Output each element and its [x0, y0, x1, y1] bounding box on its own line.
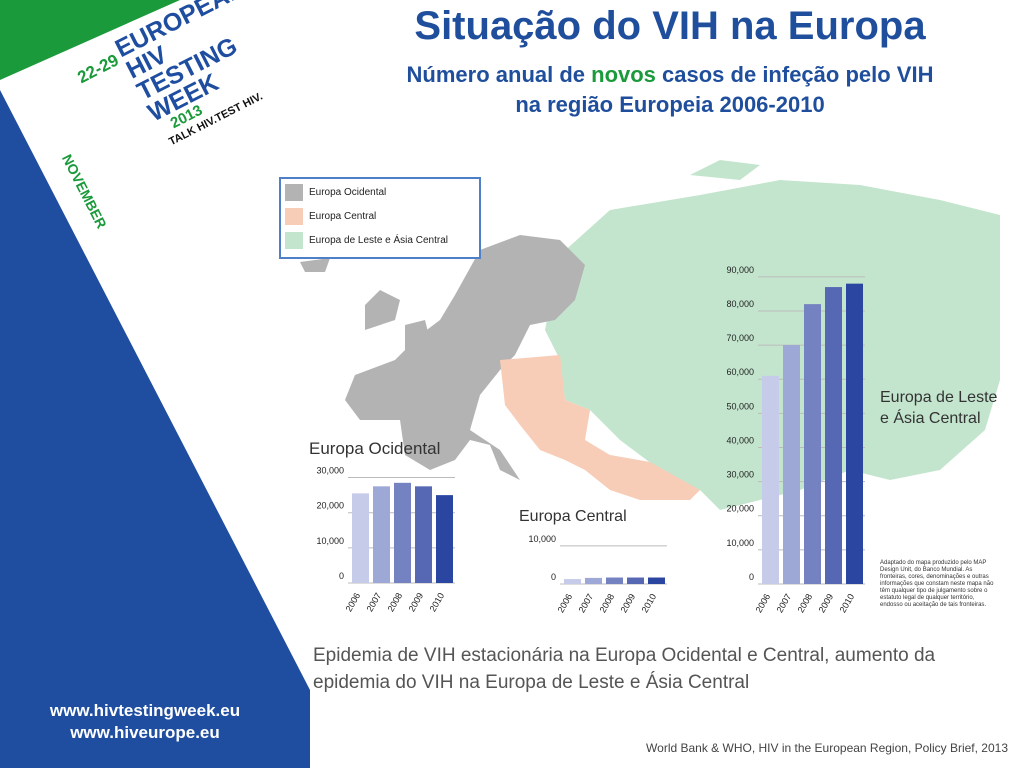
x-tick-label: 2007 [775, 592, 794, 614]
subtitle-text: Número anual de [406, 62, 592, 87]
x-tick-label: 2010 [428, 591, 447, 613]
y-tick-label: 10,000 [528, 534, 556, 544]
x-tick-label: 2009 [407, 591, 426, 613]
europe-map [300, 160, 1000, 510]
bar-chart-central: 0 10,000 2006 2007 2008 2009 2010 [528, 534, 667, 614]
x-tick-label: 2007 [365, 591, 384, 613]
bar-2009 [627, 577, 644, 584]
bar-2010 [648, 577, 665, 584]
x-tick-label: 2009 [619, 592, 638, 614]
x-tick-label: 2006 [754, 592, 773, 614]
legend-item-east: Europa de Leste e Ásia Central [285, 231, 448, 249]
x-tick-label: 2008 [598, 592, 617, 614]
y-tick-label: 40,000 [726, 435, 754, 445]
x-tick-label: 2008 [386, 591, 405, 613]
bar-2008 [394, 482, 411, 583]
chart-title-west: Europa Ocidental [309, 439, 441, 458]
y-tick-label: 10,000 [726, 538, 754, 548]
x-tick-label: 2006 [556, 592, 575, 614]
bar-2006 [352, 493, 369, 583]
bar-2008 [804, 304, 821, 584]
map-disclaimer: Adaptado do mapa produzido pelo MAP Desi… [880, 560, 994, 608]
y-tick-label: 80,000 [726, 299, 754, 309]
y-tick-label: 70,000 [726, 333, 754, 343]
bar-chart-west: 0 10,000 20,000 30,000 2006 2007 2008 2009 2010 [316, 466, 455, 613]
x-tick-label: 2010 [838, 592, 857, 614]
bar-2010 [846, 283, 863, 584]
chart-title-east: Europa de Leste e Ásia Central [880, 389, 998, 427]
link-hiveurope[interactable]: www.hiveurope.eu [70, 723, 220, 742]
subtitle-highlight: novos [591, 62, 656, 87]
y-tick-label: 0 [749, 572, 754, 582]
page-title: Situação do VIH na Europa [414, 4, 926, 48]
y-tick-label: 10,000 [316, 536, 344, 546]
subtitle-line-2: na região Europeia 2006-2010 [515, 92, 825, 117]
x-tick-label: 2010 [640, 592, 659, 614]
legend-swatch-green [285, 231, 303, 249]
bar-2006 [762, 375, 779, 584]
x-tick-label: 2006 [344, 591, 363, 613]
logo-dates: 22-29 [74, 50, 122, 88]
bar-2007 [373, 486, 390, 583]
bar-chart-east: 0 10,000 20,000 30,000 40,000 50,000 60,000 70,… [726, 266, 865, 614]
legend-item-central: Europa Central [285, 207, 376, 225]
legend-swatch-peach [285, 207, 303, 225]
y-tick-label: 30,000 [726, 470, 754, 480]
bar-2008 [606, 577, 623, 584]
legend-label: Europa Central [309, 210, 377, 222]
y-tick-label: 50,000 [726, 401, 754, 411]
bar-2009 [415, 486, 432, 583]
legend-label: Europa Ocidental [309, 186, 387, 198]
bar-2006 [564, 579, 581, 584]
x-tick-label: 2007 [577, 592, 596, 614]
y-tick-label: 60,000 [726, 367, 754, 377]
bar-2010 [436, 495, 453, 583]
y-tick-label: 0 [551, 572, 556, 582]
caption: Epidemia de VIH estacionária na Europa O… [313, 645, 936, 693]
green-corner [0, 0, 180, 80]
chart-title-central: Europa Central [519, 508, 627, 525]
page-subtitle: Número anual de novos casos de infeção p… [320, 60, 1020, 120]
bar-2007 [585, 577, 602, 584]
y-tick-label: 90,000 [726, 266, 754, 275]
y-tick-label: 20,000 [726, 504, 754, 514]
legend-item-west: Europa Ocidental [285, 183, 386, 201]
link-hivtestingweek[interactable]: www.hivtestingweek.eu [49, 701, 241, 720]
legend-label: Europa de Leste e Ásia Central [309, 234, 448, 246]
map-legend: Europa Ocidental Europa Central Europa d… [279, 177, 481, 259]
x-tick-label: 2009 [817, 592, 836, 614]
bar-2007 [783, 345, 800, 584]
blue-panel [0, 90, 310, 768]
y-tick-label: 0 [339, 571, 344, 581]
bar-2009 [825, 287, 842, 584]
website-links: www.hivtestingweek.eu www.hiveurope.eu [0, 700, 290, 744]
legend-swatch-grey [285, 183, 303, 201]
subtitle-text-2: casos de infeção pelo VIH [655, 62, 934, 87]
x-tick-label: 2008 [796, 592, 815, 614]
y-tick-label: 30,000 [316, 466, 344, 476]
source-citation: World Bank & WHO, HIV in the European Re… [646, 741, 1008, 755]
y-tick-label: 20,000 [316, 501, 344, 511]
